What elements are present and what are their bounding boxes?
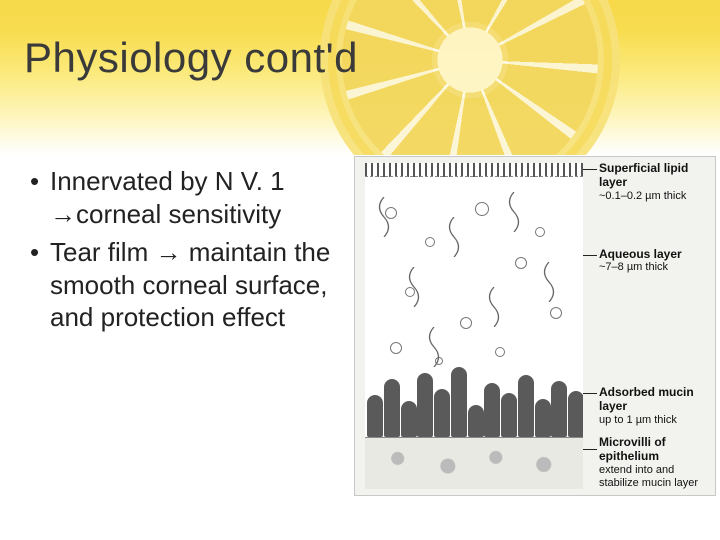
bullet-text-pre: Innervated by N V. 1 xyxy=(50,166,285,196)
bullet-list: Innervated by N V. 1 →corneal sensitivit… xyxy=(30,165,340,340)
diagram-panel xyxy=(365,163,583,489)
label-title: Microvilli of epithelium xyxy=(599,435,666,463)
slide-title: Physiology cont'd xyxy=(24,34,358,82)
aqueous-strand xyxy=(485,287,503,327)
tear-film-diagram: Superficial lipid layer ~0.1–0.2 µm thic… xyxy=(354,156,716,496)
aqueous-layer xyxy=(365,177,583,367)
label-mucin: Adsorbed mucin layer up to 1 µm thick xyxy=(599,385,715,427)
label-epithelium: Microvilli of epithelium extend into and… xyxy=(599,435,711,490)
aqueous-bubble xyxy=(475,202,489,216)
microvillus xyxy=(501,393,517,437)
aqueous-bubble xyxy=(495,347,505,357)
microvillus xyxy=(384,379,400,437)
label-title: Superficial lipid layer xyxy=(599,161,688,189)
lipid-layer xyxy=(365,163,583,177)
microvillus xyxy=(401,401,417,437)
aqueous-strand xyxy=(425,327,443,367)
header-band: Physiology cont'd xyxy=(0,0,720,155)
label-lipid: Superficial lipid layer ~0.1–0.2 µm thic… xyxy=(599,161,715,203)
microvillus xyxy=(468,405,484,437)
label-title: Aqueous layer xyxy=(599,247,682,261)
aqueous-bubble xyxy=(390,342,402,354)
microvillus xyxy=(551,381,567,437)
aqueous-strand xyxy=(445,217,463,257)
microvillus xyxy=(434,389,450,437)
mucin-layer xyxy=(365,367,583,437)
label-sub: ~7–8 µm thick xyxy=(599,261,682,274)
bullet-text-pre: Tear film xyxy=(50,237,155,267)
aqueous-bubble xyxy=(535,227,545,237)
microvillus xyxy=(518,375,534,437)
microvillus xyxy=(451,367,467,437)
label-leader xyxy=(583,169,597,170)
label-leader xyxy=(583,449,597,450)
aqueous-bubble xyxy=(425,237,435,247)
label-leader xyxy=(583,393,597,394)
aqueous-bubble xyxy=(460,317,472,329)
aqueous-strand xyxy=(405,267,423,307)
aqueous-strand xyxy=(540,262,558,302)
arrow-icon: → xyxy=(50,199,76,229)
microvillus xyxy=(417,373,433,437)
microvillus xyxy=(484,383,500,437)
aqueous-bubble xyxy=(550,307,562,319)
microvillus xyxy=(367,395,383,437)
microvillus xyxy=(568,391,583,437)
arrow-icon: → xyxy=(155,237,181,267)
label-sub: ~0.1–0.2 µm thick xyxy=(599,190,715,203)
aqueous-bubble xyxy=(515,257,527,269)
label-sub: up to 1 µm thick xyxy=(599,414,715,427)
label-aqueous: Aqueous layer ~7–8 µm thick xyxy=(599,247,682,275)
bullet-item: Tear film → maintain the smooth corneal … xyxy=(30,236,340,334)
epithelium-layer xyxy=(365,437,583,489)
bullet-item: Innervated by N V. 1 →corneal sensitivit… xyxy=(30,165,340,230)
aqueous-strand xyxy=(505,192,523,232)
label-leader xyxy=(583,255,597,256)
label-title: Adsorbed mucin layer xyxy=(599,385,694,413)
lemon-graphic xyxy=(320,0,620,155)
label-sub: extend into and stabilize mucin layer xyxy=(599,464,711,490)
aqueous-strand xyxy=(375,197,393,237)
bullet-text-post: corneal sensitivity xyxy=(76,199,281,229)
microvillus xyxy=(535,399,551,437)
